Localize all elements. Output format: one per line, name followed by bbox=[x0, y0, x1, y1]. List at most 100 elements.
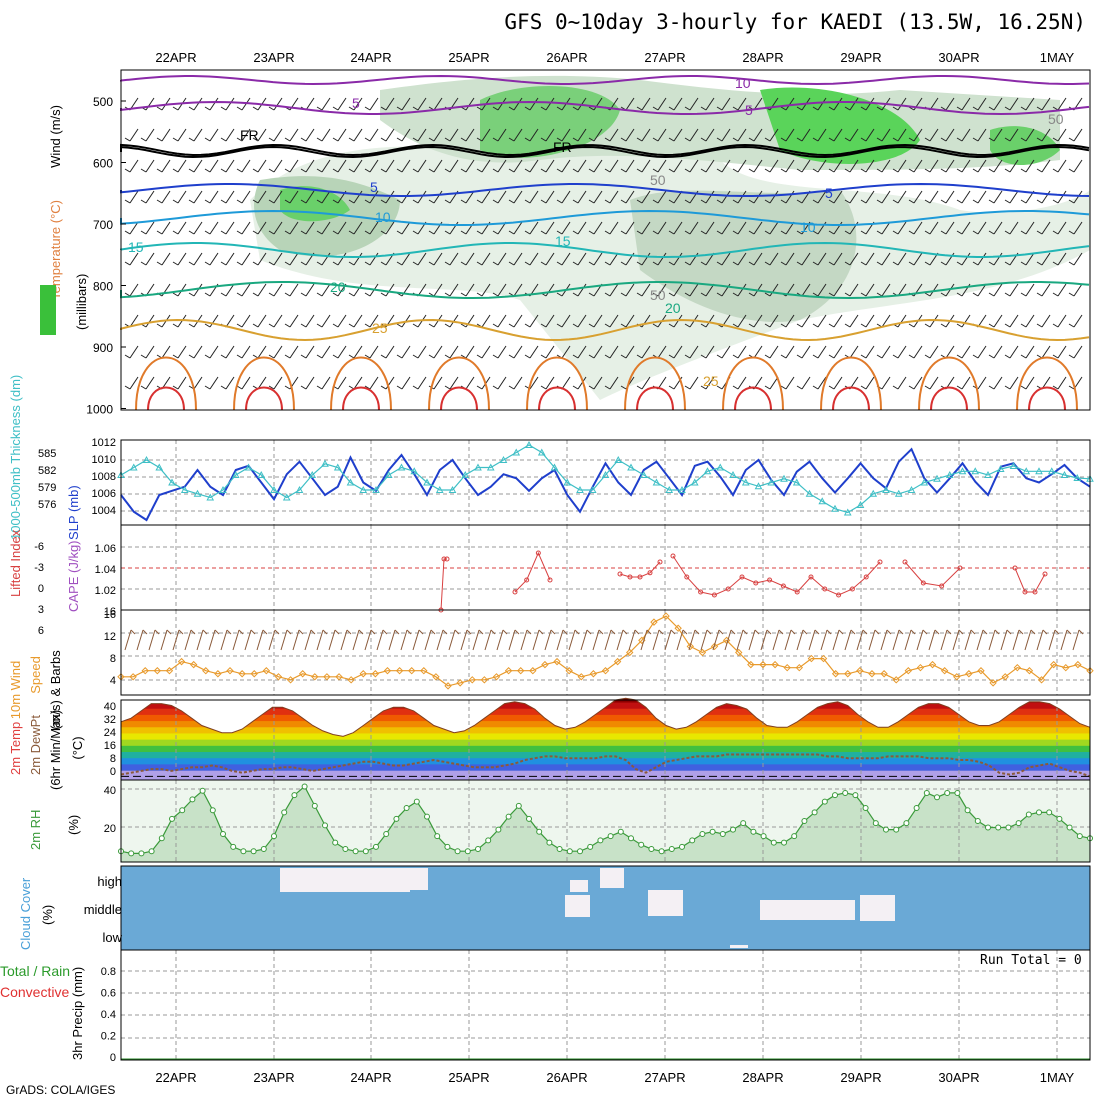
contour-label: 50 bbox=[650, 287, 666, 303]
rh-tick-label: 40 bbox=[104, 785, 116, 797]
wind-barb bbox=[513, 190, 523, 204]
wind-barb-flag bbox=[572, 292, 579, 297]
thickness-point bbox=[537, 448, 546, 456]
cloud-clear-region bbox=[760, 900, 855, 920]
wind-barb-flag bbox=[844, 261, 851, 266]
wind-barb-flag bbox=[956, 385, 963, 390]
wind-barb bbox=[369, 314, 379, 328]
wind-barb bbox=[737, 190, 747, 204]
wind-barb bbox=[161, 190, 171, 204]
wind-barb-flag bbox=[748, 137, 755, 142]
wind-barb-flag bbox=[236, 354, 243, 359]
wind-barb bbox=[945, 221, 955, 235]
wind-barb-flag bbox=[940, 292, 947, 297]
rh-point bbox=[954, 789, 961, 796]
wind-speed-point bbox=[722, 636, 731, 645]
wind-speed-point bbox=[638, 636, 646, 645]
wind-barb-flag bbox=[908, 354, 915, 359]
surface-barb-flag bbox=[250, 629, 256, 635]
panel-slp-frame bbox=[120, 439, 1091, 526]
wind-speed-point bbox=[989, 679, 997, 687]
wind-speed-point bbox=[189, 660, 198, 669]
wind-barb-flag bbox=[588, 323, 595, 328]
wind-barb-flag bbox=[796, 168, 803, 173]
wind-barb bbox=[289, 128, 299, 142]
wind-tick-label: 4 bbox=[110, 675, 116, 687]
wind-barb-flag bbox=[668, 323, 675, 328]
wind-barb bbox=[545, 345, 555, 359]
wind-barb bbox=[1057, 221, 1067, 235]
surface-barb-flag bbox=[154, 629, 160, 635]
wind-barb bbox=[129, 283, 139, 297]
wind-barb bbox=[881, 221, 891, 235]
surface-barb bbox=[220, 629, 228, 651]
temperature-contour bbox=[342, 386, 380, 411]
wind-barb bbox=[929, 221, 939, 235]
wind-barb-flag bbox=[780, 106, 787, 111]
wind-barb bbox=[577, 221, 587, 235]
wind-barb-flag bbox=[796, 230, 803, 235]
wind-barb bbox=[593, 159, 603, 173]
rh-point bbox=[1025, 811, 1032, 818]
wind-barb-flag bbox=[780, 137, 787, 142]
temperature-contour bbox=[428, 356, 490, 411]
wind-barb bbox=[337, 314, 347, 328]
wind-barb-flag bbox=[796, 385, 803, 390]
wind-barb-flag bbox=[156, 106, 163, 111]
wind-barb bbox=[1025, 283, 1035, 297]
wind-barb-flag bbox=[684, 323, 691, 328]
rh-point bbox=[832, 792, 838, 799]
wind-barb-flag bbox=[908, 137, 915, 142]
wind-barb-flag bbox=[828, 230, 835, 235]
ylabel-temperature: Temperature (°C) bbox=[48, 200, 63, 300]
wind-tick-label: 12 bbox=[104, 631, 116, 643]
wind-barb-flag bbox=[1068, 385, 1075, 390]
wind-barb-flag bbox=[764, 230, 771, 235]
wind-barb-flag bbox=[1020, 354, 1027, 359]
wind-barb bbox=[417, 376, 427, 390]
rh-shade-region bbox=[990, 126, 1060, 165]
wind-barb bbox=[241, 345, 251, 359]
date-label-bottom: 24APR bbox=[350, 1070, 391, 1085]
wind-barb bbox=[225, 252, 235, 266]
wind-barb-flag bbox=[908, 323, 915, 328]
wind-speed-point bbox=[601, 667, 610, 675]
wind-barb bbox=[849, 283, 859, 297]
surface-barb bbox=[664, 629, 672, 651]
thickness-point bbox=[996, 464, 1005, 472]
thickness-point bbox=[665, 485, 674, 493]
wind-barb-flag bbox=[796, 199, 803, 204]
date-label-top: 22APR bbox=[155, 50, 196, 65]
rh-point bbox=[852, 792, 859, 799]
thickness-point bbox=[971, 467, 980, 475]
wind-barb bbox=[993, 97, 1003, 111]
wind-barb bbox=[177, 345, 187, 359]
wind-barb-flag bbox=[732, 230, 739, 235]
wind-barb bbox=[849, 252, 859, 266]
date-label-top: 27APR bbox=[644, 50, 685, 65]
wind-barb-flag bbox=[396, 106, 403, 111]
surface-barb-flag bbox=[730, 629, 736, 635]
wind-barb bbox=[577, 345, 587, 359]
wind-barb-flag bbox=[524, 168, 531, 173]
wind-barb bbox=[945, 97, 955, 111]
wind-barb-flag bbox=[236, 106, 243, 111]
wind-barb-flag bbox=[1004, 323, 1011, 328]
wind-barb-flag bbox=[460, 323, 467, 328]
wind-barb-flag bbox=[492, 137, 499, 142]
surface-barb-flag bbox=[874, 629, 880, 635]
wind-barb bbox=[1057, 159, 1067, 173]
date-label-bottom: 1MAY bbox=[1040, 1070, 1075, 1085]
wind-speed-point bbox=[407, 667, 416, 675]
wind-barb-flag bbox=[620, 292, 627, 297]
surface-barb-flag bbox=[238, 629, 244, 635]
wind-barb bbox=[929, 190, 939, 204]
surface-barb-flag bbox=[394, 629, 400, 635]
wind-barb bbox=[577, 159, 587, 173]
wind-barb-flag bbox=[380, 230, 387, 235]
rh-point bbox=[393, 815, 400, 822]
wind-barb-flag bbox=[172, 323, 179, 328]
wind-barb-flag bbox=[940, 106, 947, 111]
wind-barb bbox=[609, 252, 619, 266]
slp-tick-label: 1010 bbox=[92, 454, 116, 466]
